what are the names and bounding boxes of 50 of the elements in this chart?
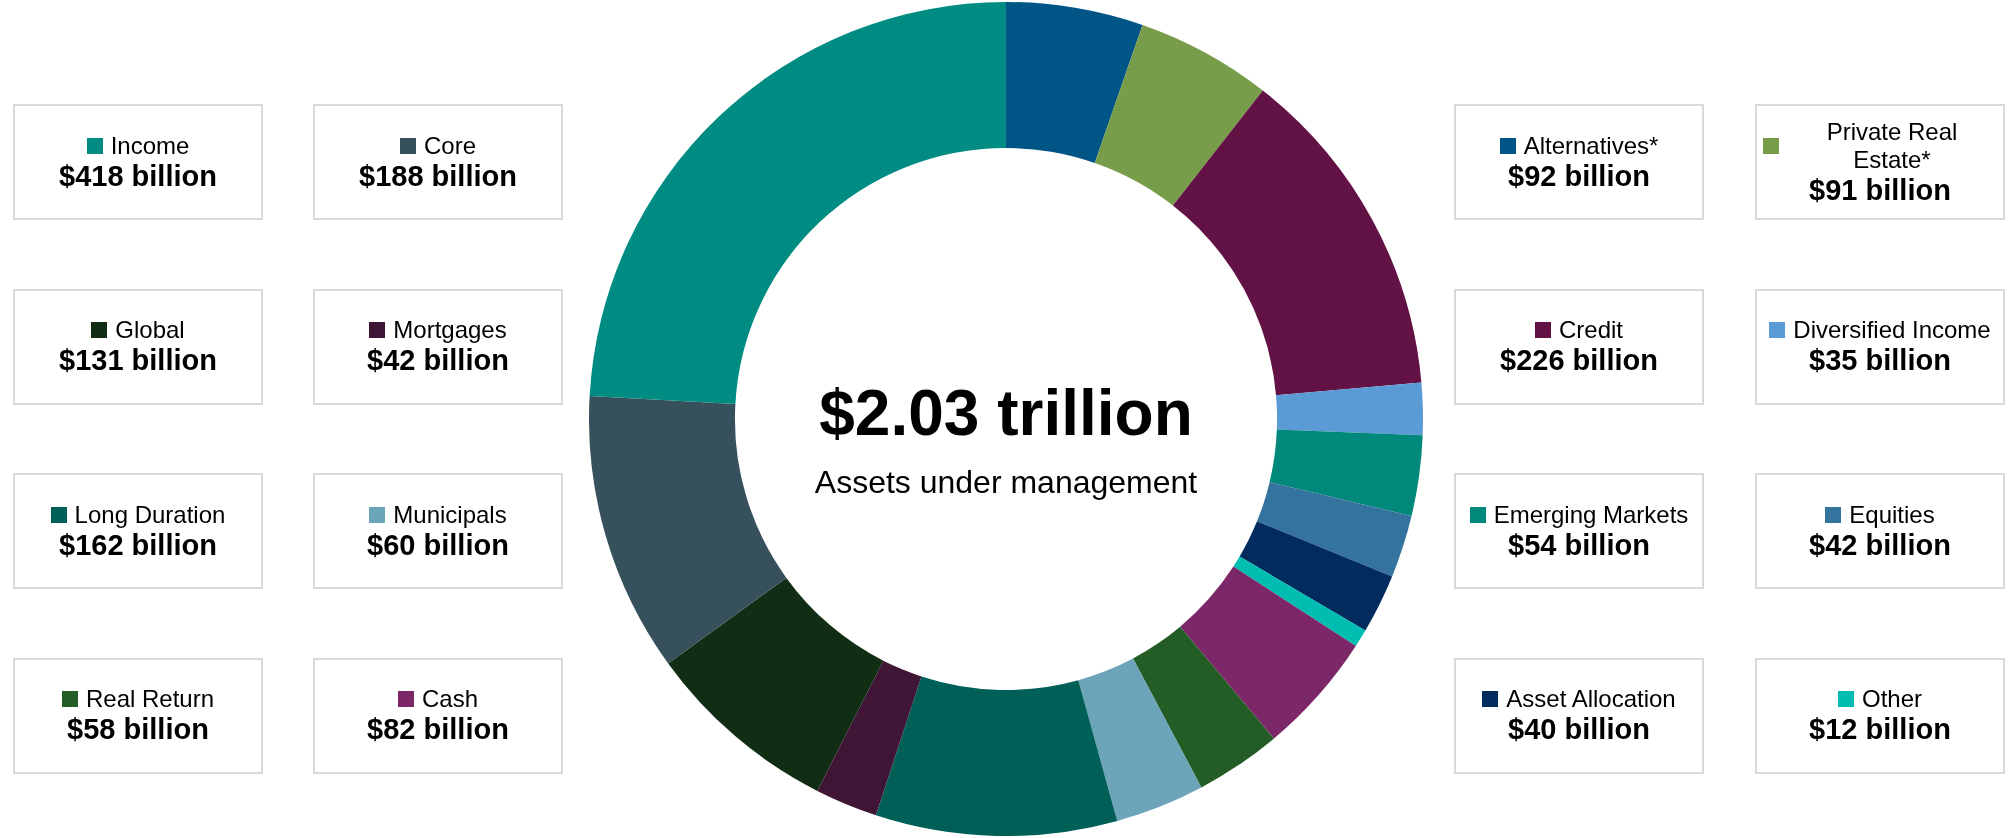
data-label: $226 billion: [1500, 344, 1658, 377]
label-card: Income $418 billion: [13, 104, 263, 220]
label-card: Municipals $60 billion: [313, 473, 563, 589]
data-label: $162 billion: [59, 528, 217, 562]
label-card: Asset Allocation $40 billion: [1454, 657, 1704, 774]
label-card: Global $131 billion: [13, 288, 263, 405]
data-label: $42 billion: [1809, 528, 1951, 562]
text: Assets under management: [814, 463, 1198, 500]
legend-label: Other: [1861, 685, 1923, 713]
label-card: Private Real Estate* $91 billion: [1755, 104, 2005, 220]
legend-label: Private Real Estate*: [1825, 117, 1959, 174]
data-label: $40 billion: [1508, 713, 1650, 746]
legend-label: Long Duration: [74, 500, 226, 529]
legend-label: Credit: [1558, 316, 1624, 344]
legend-label: Mortgages: [393, 316, 507, 344]
text: $2.03 trillion: [819, 376, 1193, 449]
legend-label: Real Return: [85, 685, 215, 713]
data-label: $12 billion: [1809, 713, 1951, 746]
legend-label: Emerging Markets: [1493, 500, 1689, 529]
data-label: $188 billion: [359, 159, 517, 193]
data-label: $82 billion: [367, 713, 509, 746]
legend-label: Municipals: [393, 500, 507, 529]
data-label: $60 billion: [367, 528, 509, 562]
data-label: $54 billion: [1508, 528, 1650, 562]
legend-label: Asset Allocation: [1506, 685, 1676, 713]
label-card: Emerging Markets $54 billion: [1454, 473, 1704, 589]
data-label: $42 billion: [367, 344, 509, 377]
label-card: Diversified Income $35 billion: [1755, 288, 2005, 405]
label-card: Equities $42 billion: [1755, 473, 2005, 589]
data-label: $91 billion: [1809, 173, 1951, 207]
data-label: $92 billion: [1508, 159, 1650, 193]
label-card: Alternatives* $92 billion: [1454, 104, 1704, 220]
legend-label: Global: [115, 316, 185, 344]
data-label: $35 billion: [1809, 344, 1951, 377]
label-card: Long Duration $162 billion: [13, 473, 263, 589]
label-card: Credit $226 billion: [1454, 288, 1704, 405]
data-label: $418 billion: [59, 159, 217, 193]
label-card: Core $188 billion: [313, 104, 563, 220]
legend-label: Diversified Income: [1793, 316, 1991, 344]
legend-label: Income: [110, 131, 190, 160]
label-card: Cash $82 billion: [313, 657, 563, 774]
label-card: Real Return $58 billion: [13, 657, 263, 774]
legend-label: Alternatives*: [1523, 131, 1659, 160]
label-card: Mortgages $42 billion: [313, 288, 563, 405]
legend-label: Core: [423, 131, 477, 160]
label-card: Other $12 billion: [1755, 657, 2005, 774]
legend-label: Equities: [1849, 500, 1935, 529]
legend-label: Cash: [421, 685, 479, 713]
data-label: $131 billion: [59, 344, 217, 377]
data-label: $58 billion: [67, 713, 209, 746]
